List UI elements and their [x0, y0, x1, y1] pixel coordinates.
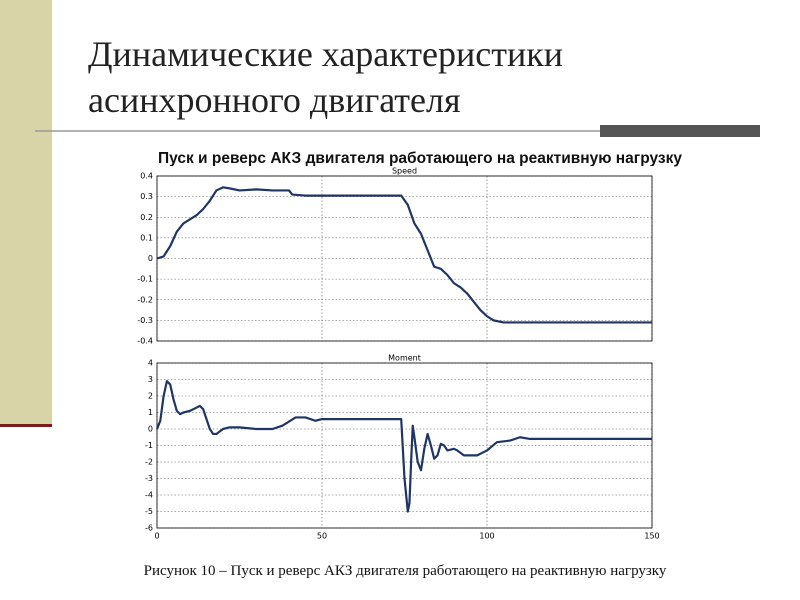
side-bar: [0, 0, 52, 426]
y-tick-label: -1: [145, 441, 153, 450]
slide-title: Динамические характеристики: [88, 34, 563, 74]
y-tick-label: -3: [145, 474, 153, 483]
slide-title: асинхронного двигателя: [88, 80, 461, 120]
y-tick-label: -0.3: [137, 316, 153, 325]
plot-title: Moment: [388, 354, 421, 363]
y-tick-label: 0: [148, 254, 153, 263]
divider-accent: [600, 125, 760, 137]
y-tick-label: 4: [148, 359, 153, 368]
side-bar-edge: [0, 424, 52, 427]
y-tick-label: -2: [145, 458, 153, 467]
data-line: [156, 186, 652, 324]
y-tick-label: 2: [148, 392, 153, 401]
y-tick-label: -4: [145, 491, 153, 500]
x-tick-label: 50: [317, 532, 327, 541]
y-tick-label: -0.4: [137, 337, 153, 346]
x-tick-label: 150: [644, 532, 659, 541]
y-tick-label: 0.3: [140, 192, 153, 201]
y-tick-label: 1: [148, 408, 153, 417]
y-tick-label: 0: [148, 425, 153, 434]
x-tick-label: 0: [154, 532, 159, 541]
y-tick-label: -6: [145, 524, 153, 533]
figure: [130, 166, 660, 542]
y-tick-label: 3: [148, 375, 153, 384]
subtitle: Пуск и реверс АКЗ двигателя работающего …: [158, 150, 682, 167]
plots: Speed -0.4 -0.3 -0.2 -0.1 0 0.1 0.2 0.3 0.4 Moment…: [137, 167, 659, 541]
caption: Рисунок 10 – Пуск и реверс АКЗ двигателя…: [144, 563, 667, 579]
x-tick-label: 100: [479, 532, 494, 541]
y-tick-label: -0.2: [137, 295, 153, 304]
y-tick-label: 0.2: [140, 213, 153, 222]
data-line: [155, 380, 652, 513]
plot-title: Speed: [392, 167, 417, 176]
y-tick-label: 0.1: [140, 233, 153, 242]
y-tick-label: 0.4: [140, 172, 153, 181]
y-tick-label: -0.1: [137, 275, 153, 284]
plot-frame: [156, 362, 653, 529]
y-tick-label: -5: [145, 507, 153, 516]
